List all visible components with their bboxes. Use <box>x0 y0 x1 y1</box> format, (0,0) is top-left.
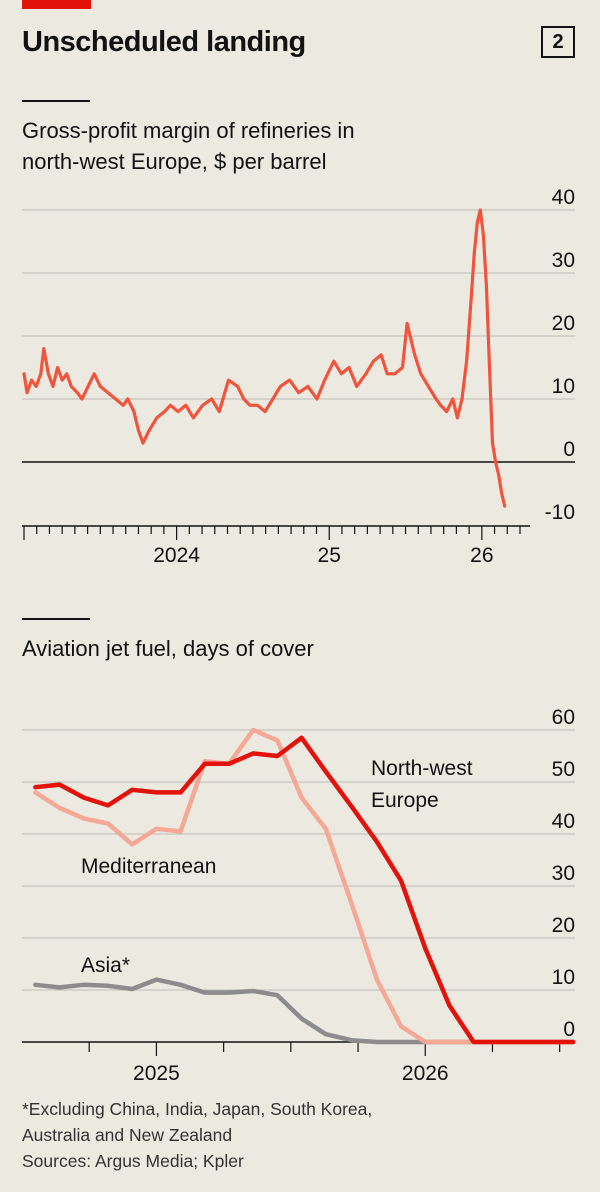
brand-accent-bar <box>22 0 91 9</box>
chart-number-badge: 2 <box>541 26 575 58</box>
series-label-north-west-europe: Europe <box>371 789 439 812</box>
series-label-north-west-europe: North-west <box>371 757 473 780</box>
y-tick-label: 10 <box>552 375 575 398</box>
y-tick-label: -10 <box>545 501 575 524</box>
margin-chart-subtitle-line1: Gross-profit margin of refineries in <box>22 118 355 143</box>
page-title: Unscheduled landing <box>22 26 306 58</box>
margin-chart-subtitle: Gross-profit margin of refineries in nor… <box>22 115 355 177</box>
footnote-note-line1: *Excluding China, India, Japan, South Ko… <box>22 1099 373 1119</box>
footnote-sources: Sources: Argus Media; Kpler <box>22 1151 244 1171</box>
margin-chart-rule <box>22 100 90 102</box>
x-tick-label: 2024 <box>153 544 200 567</box>
footnote: *Excluding China, India, Japan, South Ko… <box>22 1096 372 1174</box>
jet-fuel-cover-chart: 60 50 40 30 20 10 0 2025 2026 North-west Europe Med… <box>22 706 576 1085</box>
y-tick-label: 60 <box>552 706 575 729</box>
y-tick-label: 10 <box>552 966 575 989</box>
y-tick-label: 0 <box>563 1018 575 1041</box>
x-tick-label: 26 <box>470 544 493 567</box>
y-tick-label: 0 <box>563 438 575 461</box>
y-tick-label: 40 <box>552 810 575 833</box>
series-line-margin <box>22 208 507 508</box>
y-tick-label: 30 <box>552 249 575 272</box>
y-tick-label: 20 <box>552 312 575 335</box>
x-tick-label: 2025 <box>133 1062 180 1085</box>
refinery-margin-chart: 40 30 20 10 0 -10 2024 25 26 <box>22 186 575 567</box>
series-label-asia: Asia* <box>81 954 130 977</box>
series-label-mediterranean: Mediterranean <box>81 855 216 878</box>
y-tick-label: 40 <box>552 186 575 209</box>
x-tick-label: 25 <box>318 544 341 567</box>
footnote-note-line2: Australia and New Zealand <box>22 1125 233 1145</box>
y-tick-label: 30 <box>552 862 575 885</box>
series-line-asia <box>33 977 576 1045</box>
y-tick-label: 20 <box>552 914 575 937</box>
jetfuel-chart-rule <box>22 618 90 620</box>
margin-chart-subtitle-line2: north-west Europe, $ per barrel <box>22 149 327 174</box>
x-tick-label: 2026 <box>402 1062 449 1085</box>
series-line-north-west-europe <box>33 735 576 1045</box>
y-tick-label: 50 <box>552 758 575 781</box>
jetfuel-chart-subtitle: Aviation jet fuel, days of cover <box>22 636 314 661</box>
